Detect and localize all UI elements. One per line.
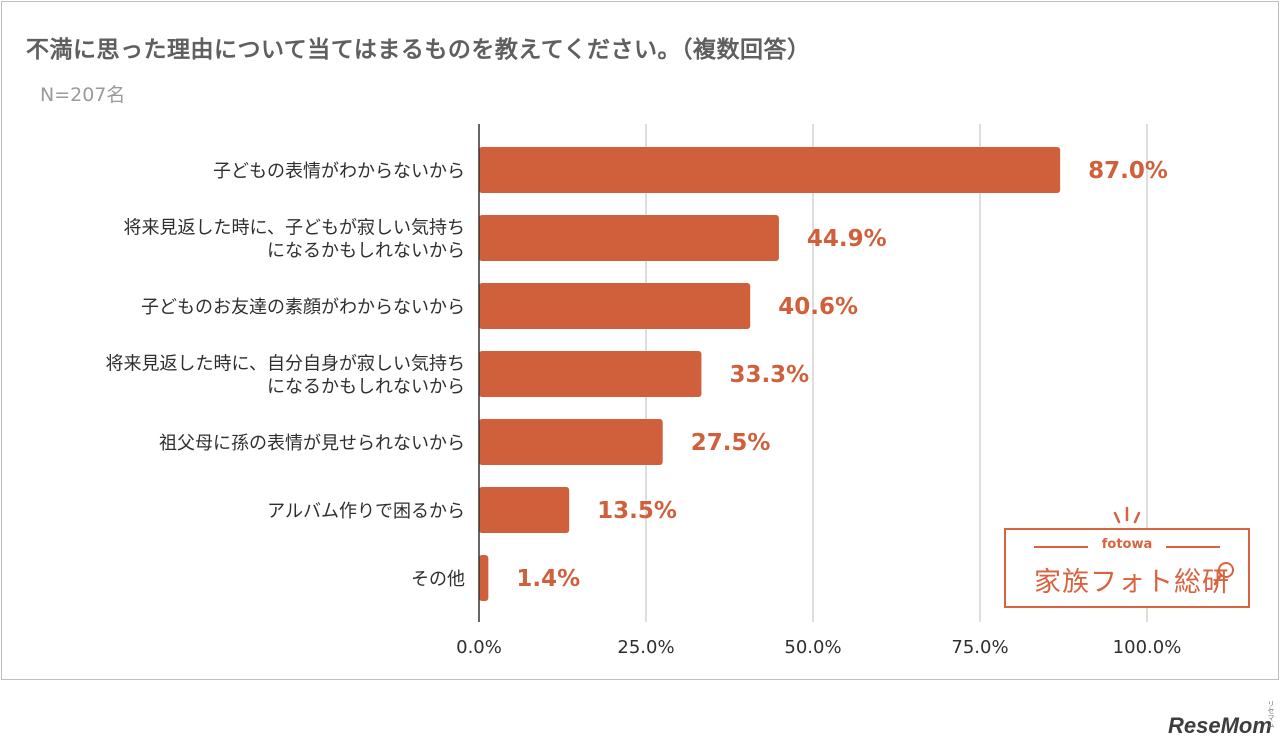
bar-4	[479, 419, 663, 465]
category-label-3-line-0: 将来見返した時に、自分自身が寂しい気持ち	[106, 354, 465, 375]
value-label-3: 33.3%	[729, 362, 809, 388]
x-tick-label-0: 0.0%	[456, 637, 502, 658]
value-label-6: 1.4%	[516, 566, 580, 592]
chart-title: 不満に思った理由について当てはまるものを教えてください。（複数回答）	[26, 37, 811, 63]
category-label-1-line-0: 将来見返した時に、子どもが寂しい気持ち	[124, 218, 465, 239]
x-tick-label-1: 25.0%	[617, 637, 674, 658]
category-label-5: アルバム作りで困るから	[267, 501, 465, 522]
logo-line-right	[1166, 546, 1220, 548]
logo-line-left	[1034, 546, 1088, 548]
x-tick-label-2: 50.0%	[784, 637, 841, 658]
value-label-4: 27.5%	[691, 430, 771, 456]
category-label-1-line-1: になるかもしれないから	[267, 241, 465, 262]
value-label-1: 44.9%	[807, 226, 887, 252]
bar-0	[479, 147, 1061, 193]
bar-3	[479, 351, 702, 397]
resemom-watermark: ReseMom	[1168, 713, 1272, 738]
bar-chart: 87.0% 子どもの表情がわからないから 44.9% 将来見返した時に、子どもが寂しい…	[106, 124, 1182, 658]
category-label-3-line-1: になるかもしれないから	[267, 377, 465, 398]
category-label-4: 祖父母に孫の表情が見せられないから	[159, 433, 465, 454]
category-label-6: その他	[411, 569, 465, 590]
bar-5	[479, 487, 570, 533]
logo-sub: fotowa	[1101, 537, 1153, 552]
logo-main: 家族フォト総研	[1034, 567, 1230, 598]
x-tick-label-4: 100.0%	[1113, 637, 1182, 658]
category-label-0: 子どもの表情がわからないから	[213, 161, 465, 182]
value-label-0: 87.0%	[1088, 158, 1168, 184]
x-tick-label-3: 75.0%	[951, 637, 1008, 658]
magnifier-icon	[1213, 562, 1234, 586]
resemom-reading: リセマム	[1267, 700, 1275, 728]
bar-1	[479, 215, 779, 261]
value-label-5: 13.5%	[597, 498, 677, 524]
value-label-2: 40.6%	[778, 294, 858, 320]
logo-rays-icon	[1113, 506, 1141, 524]
sample-size: N=207名	[40, 84, 126, 106]
bar-6	[479, 555, 489, 601]
bar-2	[479, 283, 751, 329]
fotowa-logo: fotowa 家族フォト総研	[1004, 506, 1250, 608]
category-label-2: 子どものお友達の素顔がわからないから	[141, 297, 465, 318]
